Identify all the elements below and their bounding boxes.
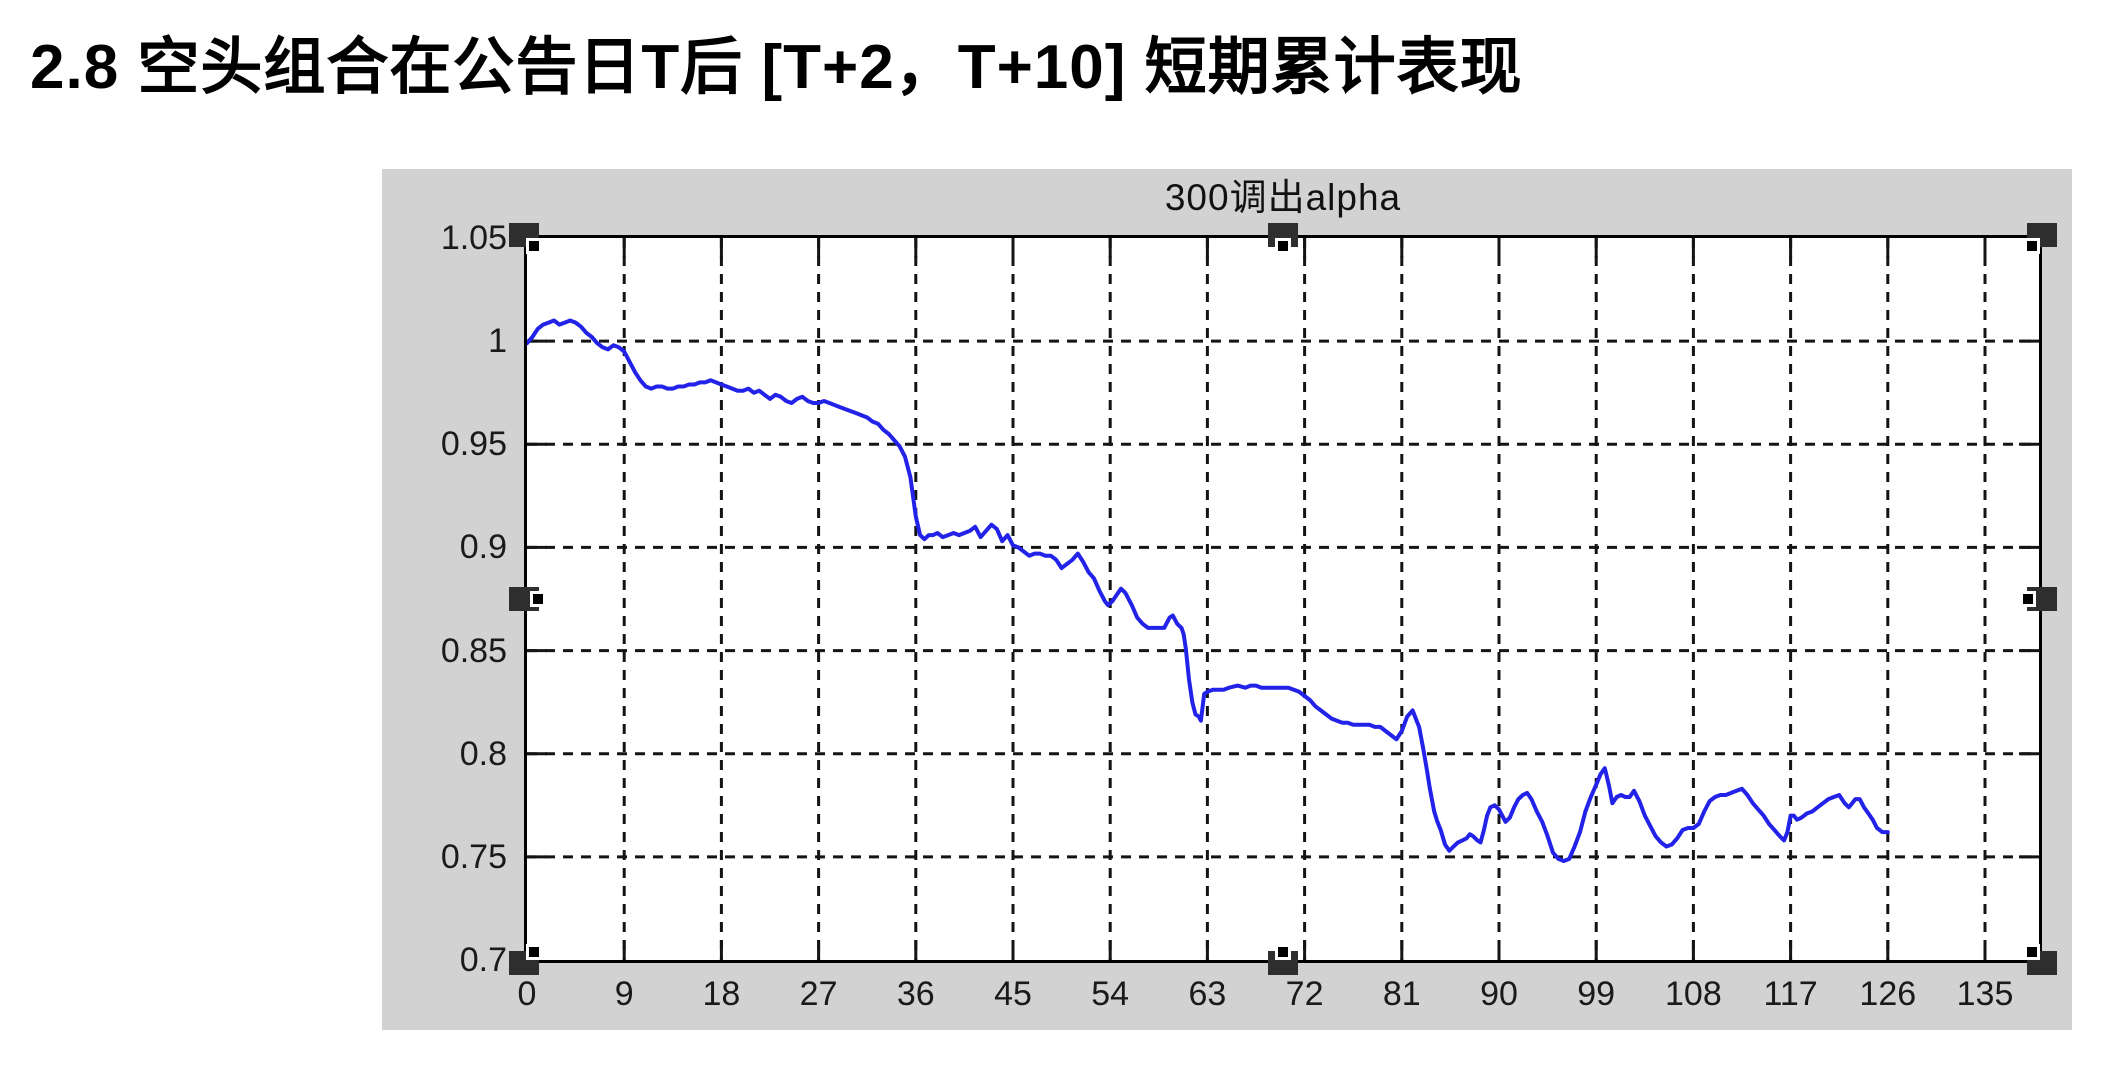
selection-handle-top-middle[interactable] xyxy=(1268,223,1298,254)
selection-handle-top-left[interactable] xyxy=(509,223,542,254)
x-tick-label: 81 xyxy=(1382,975,1421,1013)
selection-handle-middle-right[interactable] xyxy=(2020,587,2057,611)
x-tick-label: 117 xyxy=(1763,975,1818,1013)
x-tick-label: 126 xyxy=(1859,975,1917,1013)
selection-handle-bottom-left[interactable] xyxy=(509,944,542,975)
x-tick-label: 108 xyxy=(1665,975,1722,1013)
selection-handle-bottom-right[interactable] xyxy=(2024,944,2057,975)
plot-area[interactable] xyxy=(524,235,2042,963)
chart-figure[interactable]: 300调出alpha 1.05 1 0.95 0.9 0.85 0.8 0.75 0.7 0 9… xyxy=(382,169,2072,1030)
y-tick-label: 0.7 xyxy=(459,941,507,979)
y-tick-label: 0.8 xyxy=(459,734,507,773)
x-tick-label: 90 xyxy=(1480,975,1518,1013)
y-tick-label: 0.9 xyxy=(459,528,507,567)
chart-title: 300调出alpha xyxy=(1164,177,1402,218)
y-tick-label: 0.75 xyxy=(440,837,507,876)
page-title: 2.8 空头组合在公告日T后 [T+2，T+10] 短期累计表现 xyxy=(30,33,1523,102)
selection-handle-top-right[interactable] xyxy=(2024,223,2057,254)
selection-handle-bottom-middle[interactable] xyxy=(1268,944,1298,975)
x-tick-label: 36 xyxy=(896,975,935,1013)
x-tick-label: 99 xyxy=(1577,975,1616,1013)
selection-handle-middle-left[interactable] xyxy=(509,587,546,611)
x-tick-label: 9 xyxy=(614,975,634,1013)
y-tick-label: 0.85 xyxy=(440,631,507,670)
x-tick-label: 0 xyxy=(517,975,537,1013)
x-tick-label: 18 xyxy=(702,975,741,1013)
y-tick-label: 1.05 xyxy=(440,219,507,257)
x-tick-label: 135 xyxy=(1956,975,2014,1013)
data-series-line xyxy=(527,318,1890,863)
x-tick-label: 72 xyxy=(1285,975,1324,1013)
line-chart xyxy=(527,238,2039,960)
x-tick-label: 63 xyxy=(1188,975,1227,1013)
x-tick-label: 45 xyxy=(994,975,1032,1013)
y-tick-label: 0.95 xyxy=(440,425,507,464)
x-tick-label: 54 xyxy=(1091,975,1130,1013)
y-tick-label: 1 xyxy=(488,322,507,361)
x-tick-label: 27 xyxy=(799,975,838,1013)
